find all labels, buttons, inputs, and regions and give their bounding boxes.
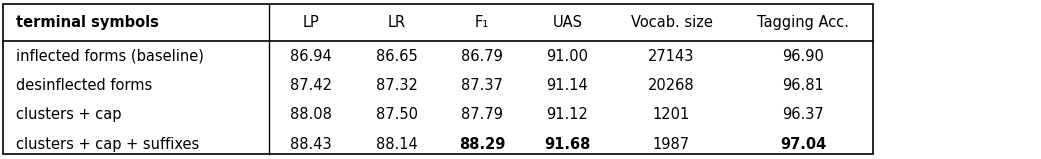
Text: UAS: UAS: [553, 15, 582, 30]
Text: 96.90: 96.90: [782, 48, 824, 64]
Text: 91.68: 91.68: [544, 137, 590, 152]
Text: inflected forms (baseline): inflected forms (baseline): [16, 48, 203, 64]
Text: Tagging Acc.: Tagging Acc.: [757, 15, 849, 30]
Text: 86.94: 86.94: [290, 48, 332, 64]
Text: clusters + cap: clusters + cap: [16, 107, 121, 122]
Text: F₁: F₁: [475, 15, 489, 30]
Text: 97.04: 97.04: [780, 137, 827, 152]
Text: 88.29: 88.29: [459, 137, 505, 152]
Text: 1987: 1987: [653, 137, 690, 152]
Text: 87.50: 87.50: [376, 107, 417, 122]
Text: clusters + cap + suffixes: clusters + cap + suffixes: [16, 137, 199, 152]
Text: 96.81: 96.81: [782, 78, 824, 93]
Text: terminal symbols: terminal symbols: [16, 15, 158, 30]
Text: 86.79: 86.79: [461, 48, 503, 64]
Text: 88.14: 88.14: [376, 137, 417, 152]
Text: 88.08: 88.08: [290, 107, 332, 122]
Text: 87.42: 87.42: [290, 78, 332, 93]
Text: 96.37: 96.37: [782, 107, 824, 122]
Text: desinflected forms: desinflected forms: [16, 78, 152, 93]
Text: 91.12: 91.12: [547, 107, 588, 122]
Text: 87.79: 87.79: [461, 107, 503, 122]
Text: 91.14: 91.14: [547, 78, 588, 93]
Text: Vocab. size: Vocab. size: [631, 15, 712, 30]
Text: 88.43: 88.43: [290, 137, 332, 152]
Text: 91.00: 91.00: [547, 48, 588, 64]
Text: 87.32: 87.32: [376, 78, 417, 93]
Bar: [3, 4, 873, 154]
Text: LR: LR: [387, 15, 406, 30]
Text: 20268: 20268: [649, 78, 694, 93]
Text: 87.37: 87.37: [461, 78, 503, 93]
Text: LP: LP: [303, 15, 320, 30]
Text: 27143: 27143: [649, 48, 694, 64]
Text: 1201: 1201: [653, 107, 690, 122]
Text: 86.65: 86.65: [376, 48, 417, 64]
